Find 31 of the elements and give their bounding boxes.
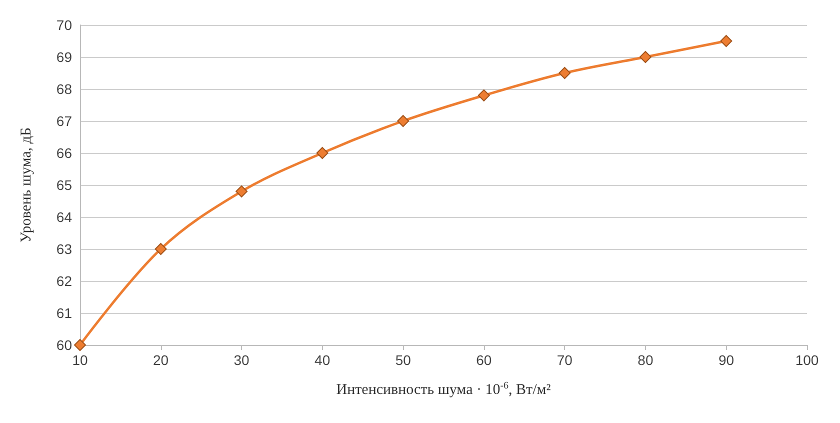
x-tick-label: 80 <box>638 352 654 368</box>
y-tick-label: 61 <box>56 305 72 321</box>
x-tick-label: 10 <box>72 352 88 368</box>
x-tick-label: 70 <box>556 352 573 368</box>
y-tick-label: 60 <box>56 337 72 353</box>
y-tick-label: 63 <box>56 241 72 257</box>
x-tick-label: 40 <box>314 352 330 368</box>
y-tick-label: 70 <box>56 17 72 33</box>
x-tick-label: 30 <box>234 352 250 368</box>
x-tick-label: 90 <box>718 352 734 368</box>
y-tick-label: 62 <box>56 273 72 289</box>
y-tick-label: 69 <box>56 49 72 65</box>
x-tick-label: 20 <box>152 352 169 368</box>
y-tick-label: 65 <box>56 177 72 193</box>
point <box>478 89 490 102</box>
x-tick-label: 60 <box>476 352 492 368</box>
point <box>316 147 328 159</box>
point <box>154 243 167 255</box>
y-axis-title: Уровень шума, дБ <box>18 127 34 243</box>
y-tick-label: 66 <box>56 145 72 161</box>
point <box>639 51 652 63</box>
y-tick-label: 64 <box>56 209 72 225</box>
x-tick-label: 50 <box>395 352 412 368</box>
point <box>236 185 248 198</box>
y-tick-label: 68 <box>56 81 72 97</box>
x-tick-label: 100 <box>795 352 819 368</box>
y-tick-label: 67 <box>56 113 72 129</box>
point <box>558 67 571 79</box>
point <box>720 35 732 47</box>
point <box>397 115 410 127</box>
point <box>74 339 86 351</box>
